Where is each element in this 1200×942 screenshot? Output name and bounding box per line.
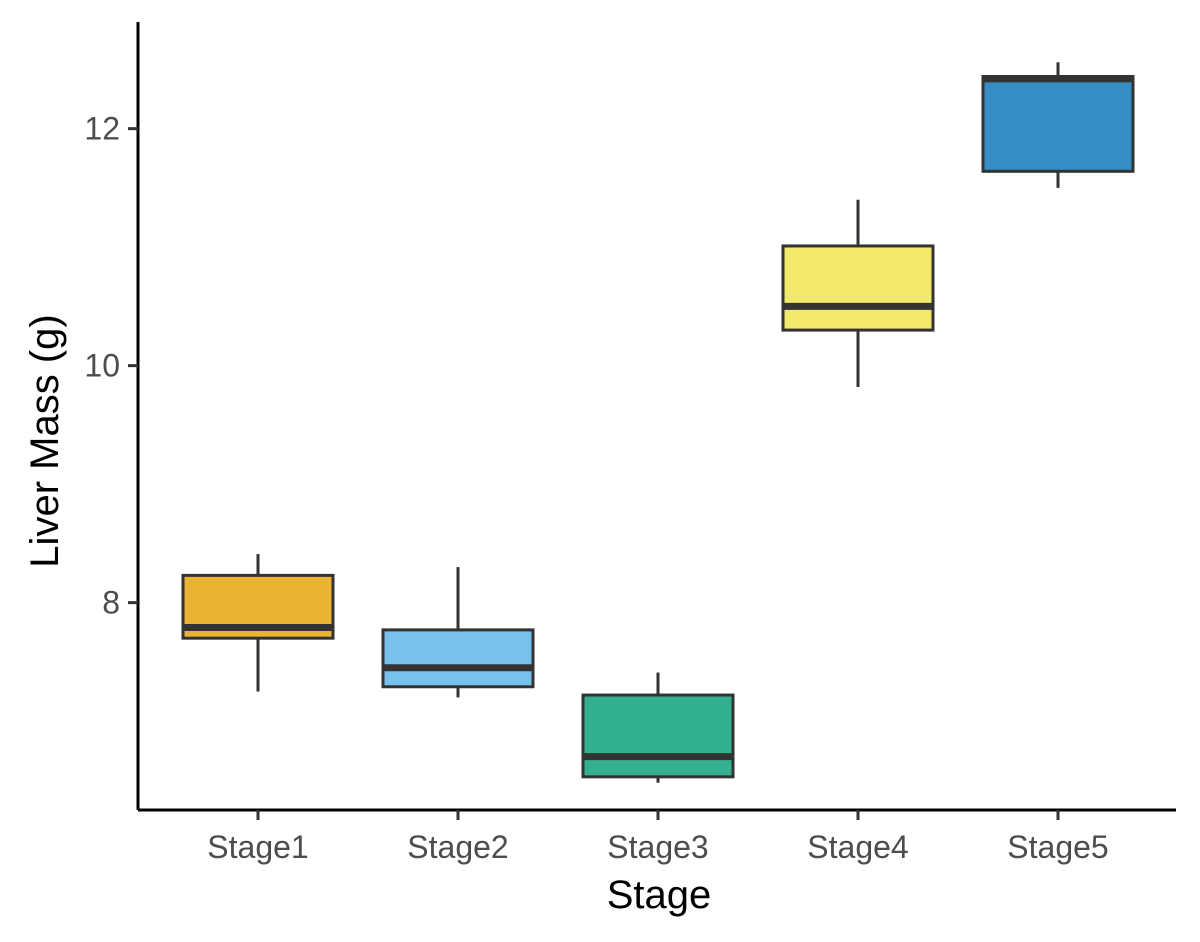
box-body-stage5 (981, 75, 1135, 173)
x-tick-label: Stage1 (207, 829, 308, 865)
y-ticks: 8 10 12 (84, 111, 138, 621)
box-stage1 (181, 554, 335, 692)
x-axis-title: Stage (607, 873, 712, 917)
y-tick-label: 8 (102, 585, 120, 621)
box-body-stage2 (381, 628, 535, 689)
y-axis-title: Liver Mass (g) (23, 314, 67, 567)
x-tick-label: Stage5 (1007, 829, 1108, 865)
box-body-stage4 (781, 244, 935, 332)
x-tick-label: Stage3 (607, 829, 708, 865)
boxes-layer (181, 62, 1135, 783)
x-tick-label: Stage4 (807, 829, 908, 865)
box-stage3 (581, 672, 735, 783)
y-tick-label: 12 (84, 111, 120, 147)
y-tick-label: 10 (84, 348, 120, 384)
x-tick-label: Stage2 (407, 829, 508, 865)
box-stage2 (381, 567, 535, 698)
box-stage5 (981, 62, 1135, 188)
box-body-stage3 (581, 693, 735, 779)
box-stage4 (781, 199, 935, 387)
x-ticks: Stage1 Stage2 Stage3 Stage4 Stage5 (207, 810, 1109, 865)
